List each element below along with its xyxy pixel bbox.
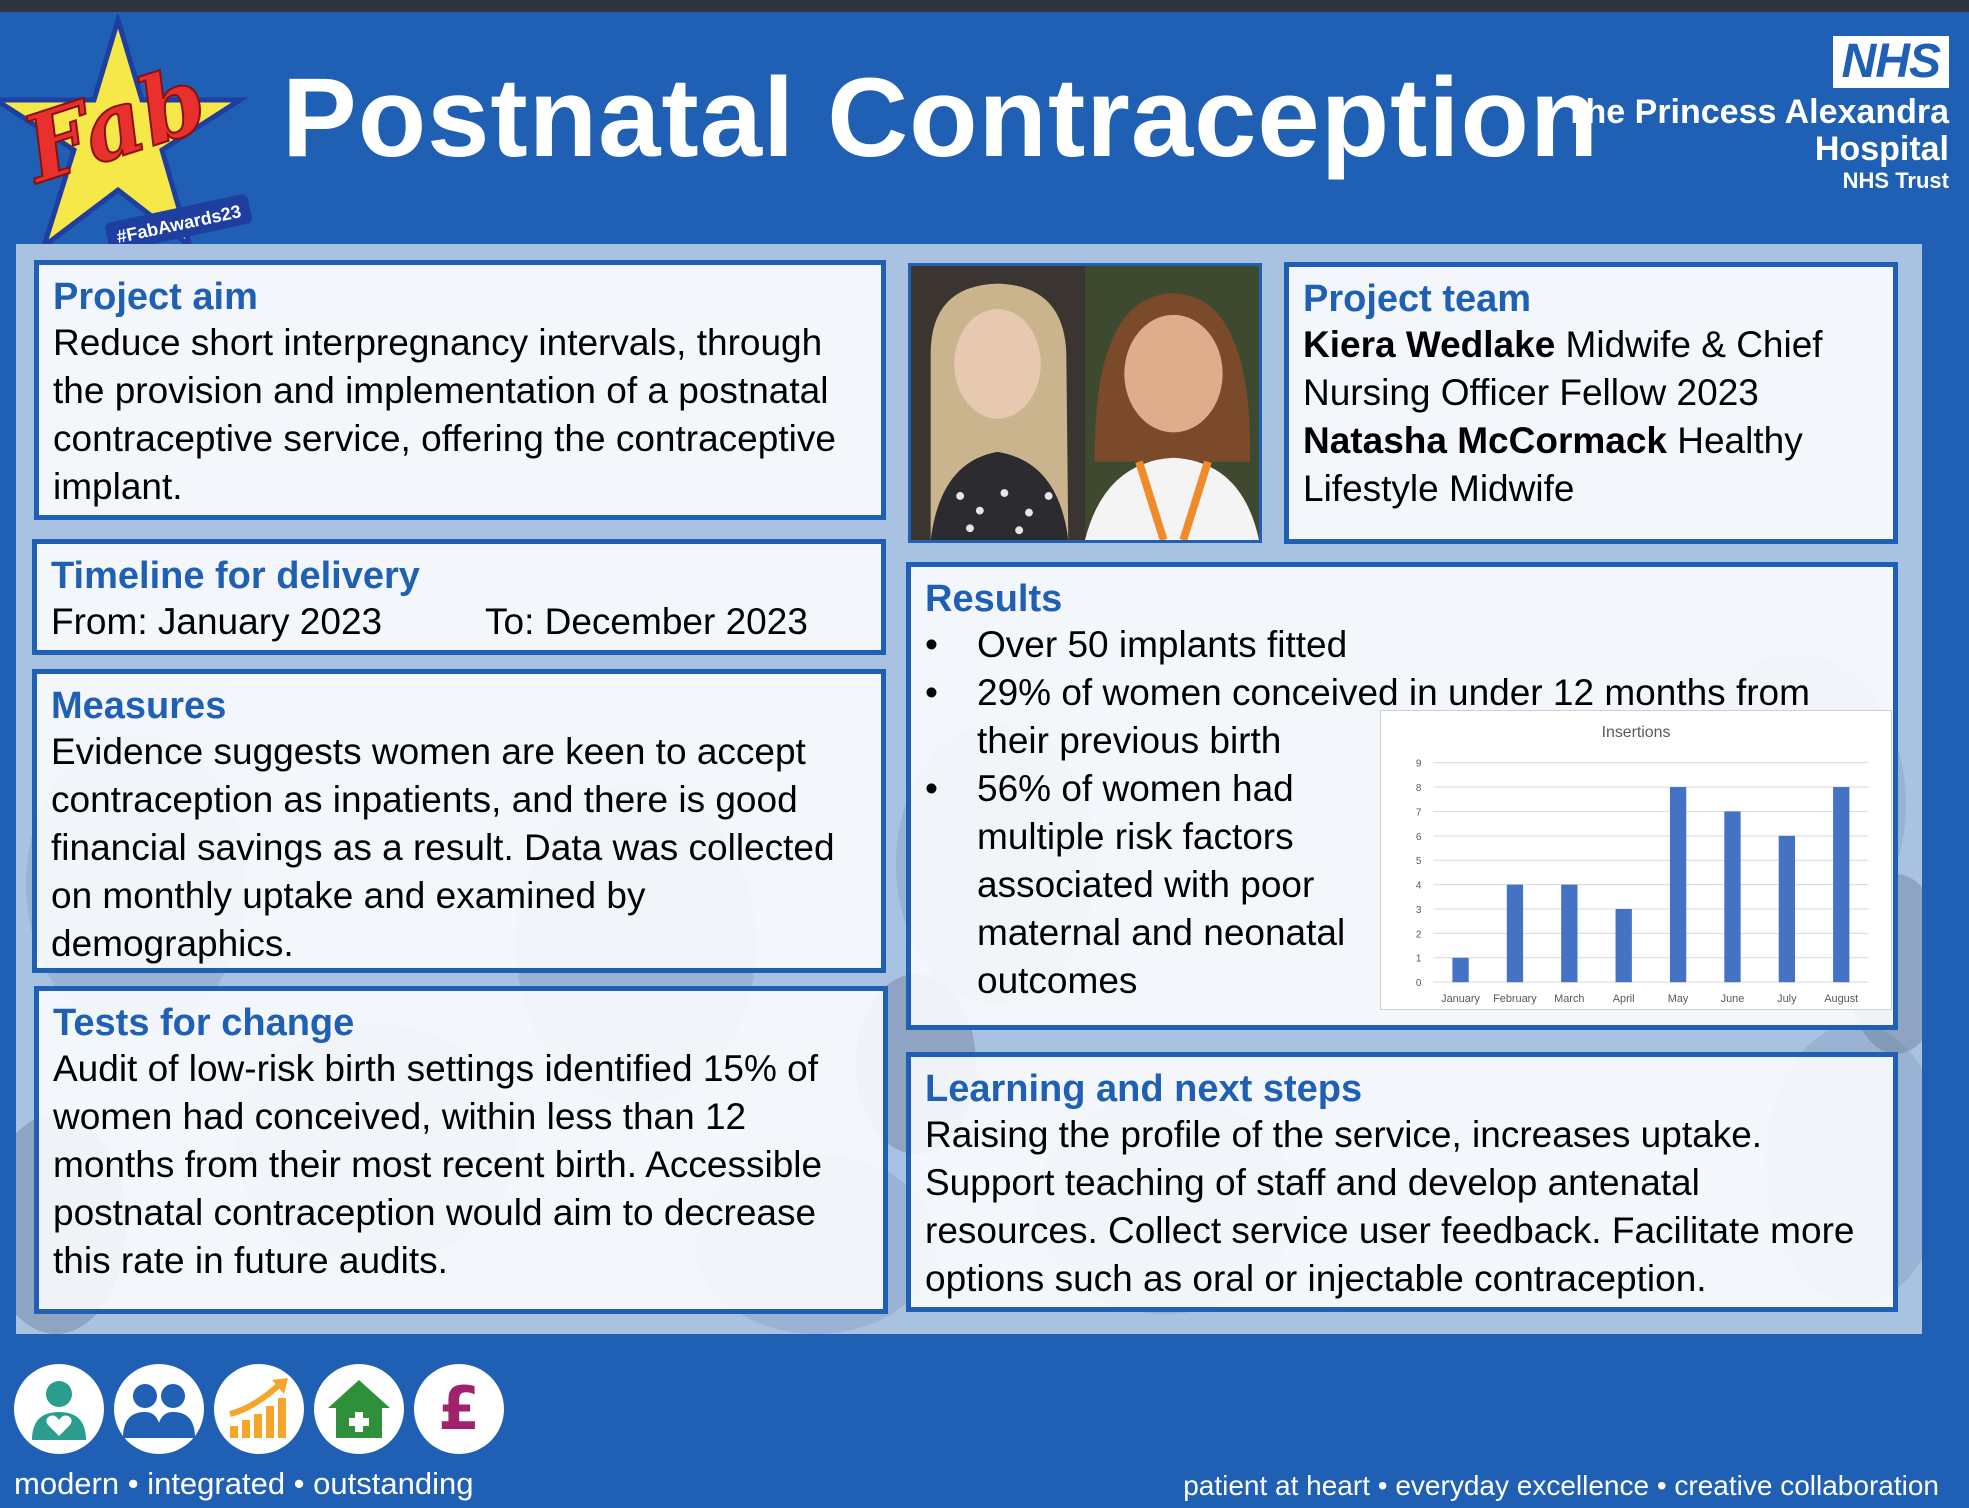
badge-word: Fab: [8, 45, 219, 206]
hospital-name: The Princess Alexandra Hospital: [1564, 93, 1949, 168]
x-tick-label: June: [1721, 993, 1745, 1005]
y-tick-label: 8: [1416, 783, 1422, 794]
chart-title: Insertions: [1602, 724, 1671, 741]
y-tick-label: 9: [1416, 759, 1422, 770]
learning-panel: Learning and next steps Raising the prof…: [906, 1052, 1898, 1312]
y-tick-label: 2: [1416, 929, 1422, 940]
people-icon: [114, 1364, 204, 1454]
timeline-to: To: December 2023: [485, 601, 808, 642]
tests-text: Audit of low-risk birth settings identif…: [53, 1048, 823, 1281]
bar-may: [1669, 787, 1687, 983]
bar-august: [1833, 787, 1850, 983]
footer-values-icons: £: [14, 1364, 504, 1454]
bar-march: [1561, 884, 1578, 983]
measures-heading: Measures: [51, 685, 227, 727]
footer-tagline-right: patient at heart • everyday excellence •…: [1183, 1470, 1939, 1501]
growth-chart-icon: [214, 1364, 304, 1454]
y-tick-label: 7: [1416, 807, 1422, 818]
results-bullet-2: 29% of women conceived in under 12 month…: [925, 669, 1879, 765]
project-aim-panel: Project aim Reduce short interpregnancy …: [34, 260, 886, 520]
x-tick-label: January: [1441, 993, 1480, 1005]
y-tick-label: 5: [1416, 856, 1422, 867]
bar-april: [1615, 909, 1632, 983]
page-title: Postnatal Contraception: [282, 55, 1600, 180]
y-tick-label: 6: [1416, 832, 1422, 843]
project-team-panel: Project team Kiera Wedlake Midwife & Chi…: [1284, 262, 1898, 544]
x-tick-label: April: [1613, 993, 1635, 1005]
x-tick-label: August: [1824, 993, 1858, 1005]
y-tick-label: 1: [1416, 954, 1422, 965]
learning-text: Raising the profile of the service, incr…: [925, 1114, 1855, 1299]
pound-icon: £: [414, 1364, 504, 1454]
hospital-trust: NHS Trust: [1842, 168, 1949, 193]
bar-july: [1778, 835, 1796, 983]
x-tick-label: July: [1777, 993, 1797, 1005]
tests-for-change-panel: Tests for change Audit of low-risk birth…: [34, 986, 888, 1314]
team-photos: [908, 263, 1262, 543]
bar-june: [1724, 811, 1741, 983]
member1-name: Kiera Wedlake: [1303, 324, 1556, 365]
y-tick-label: 3: [1416, 905, 1422, 916]
project-team-heading: Project team: [1303, 278, 1532, 320]
fab-awards-badge: Fab #FabAwards23: [0, 14, 253, 253]
team-photo-1: [911, 266, 1085, 540]
x-tick-label: May: [1668, 993, 1689, 1005]
top-bar: [0, 0, 1969, 12]
results-bullet-3: 56% of women had multiple risk factors a…: [925, 765, 1879, 1005]
timeline-heading: Timeline for delivery: [51, 555, 420, 597]
member2-role: Healthy Lifestyle Midwife: [1303, 420, 1803, 509]
member1-role: Midwife & Chief Nursing Officer Fellow 2…: [1303, 324, 1823, 413]
results-bullet-1: Over 50 implants fitted: [925, 621, 1879, 669]
tests-heading: Tests for change: [53, 1002, 355, 1044]
nhs-logo: NHS: [1832, 36, 1949, 88]
x-tick-label: February: [1493, 993, 1537, 1005]
bar-january: [1452, 957, 1469, 983]
bar-february: [1506, 884, 1524, 983]
results-heading: Results: [925, 578, 1063, 620]
measures-panel: Measures Evidence suggests women are kee…: [32, 669, 886, 973]
person-heart-icon: [14, 1364, 104, 1454]
team-member-1: Kiera Wedlake Midwife & Chief Nursing Of…: [1303, 321, 1879, 417]
team-member-2: Natasha McCormack Healthy Lifestyle Midw…: [1303, 417, 1879, 513]
star-shape: [0, 14, 249, 253]
team-photo-2: [1085, 266, 1259, 540]
project-aim-heading: Project aim: [53, 276, 258, 318]
insertions-chart: Insertions 0 1 2 3 4 5 6 7 8 9 January February March…: [1380, 710, 1892, 1010]
y-tick-label: 4: [1416, 881, 1422, 892]
home-plus-icon: [314, 1364, 404, 1454]
member2-name: Natasha McCormack: [1303, 420, 1667, 461]
timeline-from: From: January 2023: [51, 601, 383, 642]
learning-heading: Learning and next steps: [925, 1068, 1363, 1110]
x-tick-label: March: [1554, 993, 1584, 1005]
nhs-branding: NHS The Princess Alexandra Hospital NHS …: [1565, 36, 1949, 194]
footer-tagline-left: modern • integrated • outstanding: [14, 1466, 474, 1501]
project-aim-text: Reduce short interpregnancy intervals, t…: [53, 322, 836, 507]
y-tick-label: 0: [1416, 978, 1422, 989]
timeline-panel: Timeline for delivery From: January 2023…: [32, 539, 886, 655]
measures-text: Evidence suggests women are keen to acce…: [51, 731, 835, 964]
